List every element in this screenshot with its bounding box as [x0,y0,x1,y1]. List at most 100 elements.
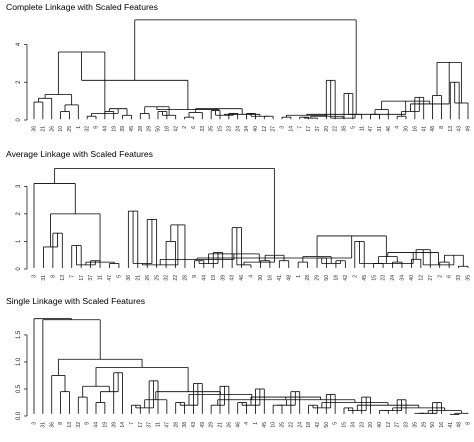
leaf-label: 39 [111,422,117,428]
leaf-label: 50 [430,422,436,428]
leaf-label: 1 [253,422,259,425]
leaf-label: 17 [138,422,144,428]
leaf-label: 21 [218,422,224,428]
leaf-label: 47 [368,126,374,132]
leaf-label: 3 [32,422,38,425]
y-tick-label: 2 [16,212,22,216]
leaf-label: 39 [120,126,126,132]
leaf-label: 42 [315,422,321,428]
leaf-label: 31 [41,275,47,281]
leaf-label: 25 [67,126,73,132]
leaf-label: 14 [288,126,294,132]
leaf-label: 32 [76,422,82,428]
leaf-label: 46 [235,422,241,428]
leaf-label: 13 [448,126,454,132]
leaf-label: 16 [412,126,418,132]
leaf-label: 21 [135,275,141,281]
leaf-label: 12 [418,275,424,281]
y-tick-label: 0.0 [16,411,22,420]
leaf-label: 24 [297,422,303,428]
leaf-label: 36 [126,275,132,281]
leaf-label: 23 [359,422,365,428]
leaf-label: 15 [371,275,377,281]
leaf-label: 6 [191,126,197,129]
leaf-label: 10 [271,422,277,428]
leaf-label: 42 [343,275,349,281]
leaf-label: 50 [156,126,162,132]
leaf-label: 11 [98,275,104,280]
leaf-label: 38 [342,126,348,132]
leaf-label: 46 [239,275,245,281]
leaf-label: 7 [69,275,75,278]
leaf-label: 9 [85,422,91,425]
leaf-label: 44 [102,126,108,132]
leaf-label: 14 [120,422,126,428]
leaf-label: 36 [32,126,38,132]
leaf-label: 5 [350,126,356,129]
leaf-label: 38 [182,422,188,428]
leaf-label: 33 [200,126,206,132]
leaf-label: 17 [306,126,312,132]
leaf-label: 8 [439,126,445,129]
leaf-label: 50 [324,422,330,428]
leaf-label: 6 [447,275,453,278]
leaf-label: 13 [60,275,66,281]
leaf-label: 5 [117,275,123,278]
leaf-label: 46 [386,126,392,132]
leaf-label: 24 [235,126,241,132]
leaf-label: 28 [173,422,179,428]
leaf-label: 50 [324,275,330,281]
leaf-label: 37 [88,275,94,281]
leaf-label: 18 [334,275,340,281]
leaf-label: 11 [156,422,162,427]
leaf-label: 40 [253,126,259,132]
leaf-label: 34 [350,422,356,428]
leaf-label: 10 [58,126,64,132]
leaf-label: 26 [49,126,55,132]
leaf-label: 45 [129,126,135,132]
leaf-label: 19 [111,126,117,132]
chart-title: Complete Linkage with Scaled Features [6,2,158,12]
leaf-label: 3 [32,275,38,278]
leaf-label: 48 [457,422,463,428]
leaf-label: 36 [49,422,55,428]
leaf-label: 35 [209,126,215,132]
leaf-label: 47 [107,275,113,281]
leaf-label: 40 [377,422,383,428]
leaf-label: 28 [305,275,311,281]
leaf-label: 29 [209,422,215,428]
leaf-label: 19 [102,422,108,428]
y-tick-label: 1 [16,239,22,243]
chart-title: Average Linkage with Scaled Features [6,149,153,159]
leaf-label: 29 [147,126,153,132]
leaf-label: 9 [192,275,198,278]
single-linkage-dendrogram: Single Linkage with Scaled Features 0.0 0.… [6,296,472,428]
leaf-label: 23 [381,275,387,281]
leaf-label: 29 [315,275,321,281]
leaf-label: 15 [342,422,348,428]
leaf-label: 11 [359,126,365,131]
leaf-label: 4 [249,275,255,278]
leaf-label: 30 [404,126,410,132]
leaf-label: 12 [386,422,392,428]
leaf-label: 22 [173,275,179,281]
leaf-label: 12 [262,126,268,132]
y-tick-label: 3 [16,184,22,188]
leaf-label: 18 [164,126,170,132]
leaf-label: 34 [400,275,406,281]
leaf-label: 24 [390,275,396,281]
leaf-label: 48 [286,275,292,281]
leaf-label: 20 [368,422,374,428]
leaf-label: 22 [333,126,339,132]
leaf-label: 48 [430,126,436,132]
leaf-label: 28 [138,126,144,132]
y-tick-label: 0 [16,118,22,122]
single-linkage-panel: Single Linkage with Scaled Features 0.0 0.… [0,294,474,440]
leaf-label: 28 [183,275,189,281]
leaf-label: 4 [244,422,250,425]
leaf-label: 34 [244,126,250,132]
leaf-label: 49 [466,126,472,132]
leaf-label: 37 [147,422,153,428]
leaf-label: 39 [220,275,226,281]
leaf-label: 2 [437,275,443,278]
